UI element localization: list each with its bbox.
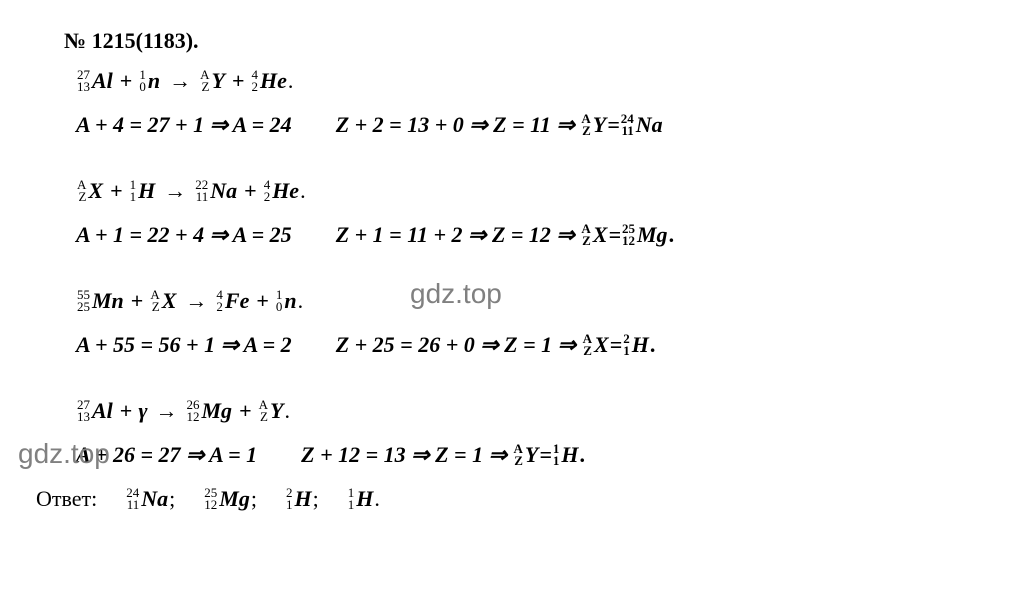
nuclide-he4: 42 He xyxy=(264,178,299,204)
eq-Z2: Z + 1 = 11 + 2 ⇒ Z = 12 ⇒ xyxy=(336,222,575,248)
plus: + xyxy=(131,288,144,314)
period: . xyxy=(669,222,675,248)
period: . xyxy=(580,442,586,468)
eq-Z3: Z + 25 = 26 + 0 ⇒ Z = 1 ⇒ xyxy=(336,332,576,358)
period: . xyxy=(374,486,380,512)
semicolon: ; xyxy=(251,486,257,512)
plus: + xyxy=(120,68,133,94)
nuclide-he4: 42 He xyxy=(251,68,286,94)
eq-Z4: Z + 12 = 13 ⇒ Z = 1 ⇒ xyxy=(301,442,507,468)
nuclide-na24: 2411 Na xyxy=(621,112,663,138)
solve-line-2: A + 1 = 22 + 4 ⇒ A = 25 Z + 1 = 11 + 2 ⇒… xyxy=(36,218,996,252)
reaction-2: AZ X + 11 H → 2211 Na + 42 He . xyxy=(36,174,996,208)
eq-A2: A + 1 = 22 + 4 ⇒ A = 25 xyxy=(76,222,292,248)
nuclide-h1: 11 H xyxy=(130,178,156,204)
ans-mg25: 2512 Mg xyxy=(204,486,250,512)
arrow: → xyxy=(156,398,178,424)
nuclide-mn55: 5525 Mn xyxy=(77,288,124,314)
nuclide-XAZ: AZ X xyxy=(150,288,176,314)
plus: + xyxy=(244,178,257,204)
answer-label: Ответ: xyxy=(36,486,97,512)
nuclide-fe: 42 Fe xyxy=(216,288,249,314)
nuclide-h1: 11 H xyxy=(553,442,579,468)
ans-h2: 21 H xyxy=(286,486,312,512)
eq-Z1: Z + 2 = 13 + 0 ⇒ Z = 11 ⇒ xyxy=(336,112,575,138)
plus: + xyxy=(239,398,252,424)
eq-A4: A + 26 = 27 ⇒ A = 1 xyxy=(76,442,257,468)
period: . xyxy=(300,178,306,204)
nuclide-Y: AZ Y xyxy=(200,68,225,94)
nuclide-n: 10 n xyxy=(276,288,297,314)
period: . xyxy=(284,398,290,424)
reaction-4: 2713 Al + γ → 2612 Mg + AZ Y . xyxy=(36,394,996,428)
solve-line-4: A + 26 = 27 ⇒ A = 1 Z + 12 = 13 ⇒ Z = 1 … xyxy=(36,438,996,472)
plus: + xyxy=(256,288,269,314)
period: . xyxy=(288,68,294,94)
nuclide-mg26: 2612 Mg xyxy=(187,398,233,424)
nuclide-na22: 2211 Na xyxy=(195,178,237,204)
gamma: γ xyxy=(138,398,147,424)
solve-line-1: A + 4 = 27 + 1 ⇒ A = 24 Z + 2 = 13 + 0 ⇒… xyxy=(36,108,996,142)
problem-number: № 1215(1183). xyxy=(36,24,996,58)
ans-h1: 11 H xyxy=(348,486,374,512)
reaction-1: 2713 Al + 10 n → AZ Y + 42 He . xyxy=(36,64,996,98)
nuclide-YAZ: AZ Y xyxy=(581,112,606,138)
nuclide-al27: 2713 Al xyxy=(77,398,113,424)
equals: = xyxy=(608,222,621,248)
nuclide-mg25: 2512 Mg xyxy=(622,222,668,248)
answer-line: Ответ: 2411 Na ; 2512 Mg ; 21 H ; 11 H . xyxy=(36,482,996,516)
nuclide-YAZ: AZ Y xyxy=(514,442,539,468)
nuclide-XAZ: AZ X xyxy=(583,332,609,358)
equals: = xyxy=(539,442,552,468)
arrow: → xyxy=(185,288,207,314)
nuclide-n: 10 n xyxy=(139,68,160,94)
plus: + xyxy=(120,398,133,424)
eq-A3: A + 55 = 56 + 1 ⇒ A = 2 xyxy=(76,332,292,358)
period: . xyxy=(650,332,656,358)
plus: + xyxy=(232,68,245,94)
semicolon: ; xyxy=(313,486,319,512)
arrow: → xyxy=(164,178,186,204)
ans-na24: 2411 Na xyxy=(126,486,168,512)
reaction-3: 5525 Mn + AZ X → 42 Fe + 10 n . xyxy=(36,284,996,318)
period: . xyxy=(298,288,304,314)
nuclide-h2: 21 H xyxy=(623,332,649,358)
equals: = xyxy=(610,332,623,358)
nuclide-XAZ: AZ X xyxy=(77,178,103,204)
eq-A1: A + 4 = 27 + 1 ⇒ A = 24 xyxy=(76,112,292,138)
solve-line-3: A + 55 = 56 + 1 ⇒ A = 2 Z + 25 = 26 + 0 … xyxy=(36,328,996,362)
plus: + xyxy=(110,178,123,204)
nuclide-XAZ: AZ X xyxy=(581,222,607,248)
equals: = xyxy=(607,112,620,138)
nuclide-YAZ: AZ Y xyxy=(259,398,284,424)
nuclide-al27: 2713 Al xyxy=(77,68,113,94)
semicolon: ; xyxy=(169,486,175,512)
arrow: → xyxy=(169,68,191,94)
